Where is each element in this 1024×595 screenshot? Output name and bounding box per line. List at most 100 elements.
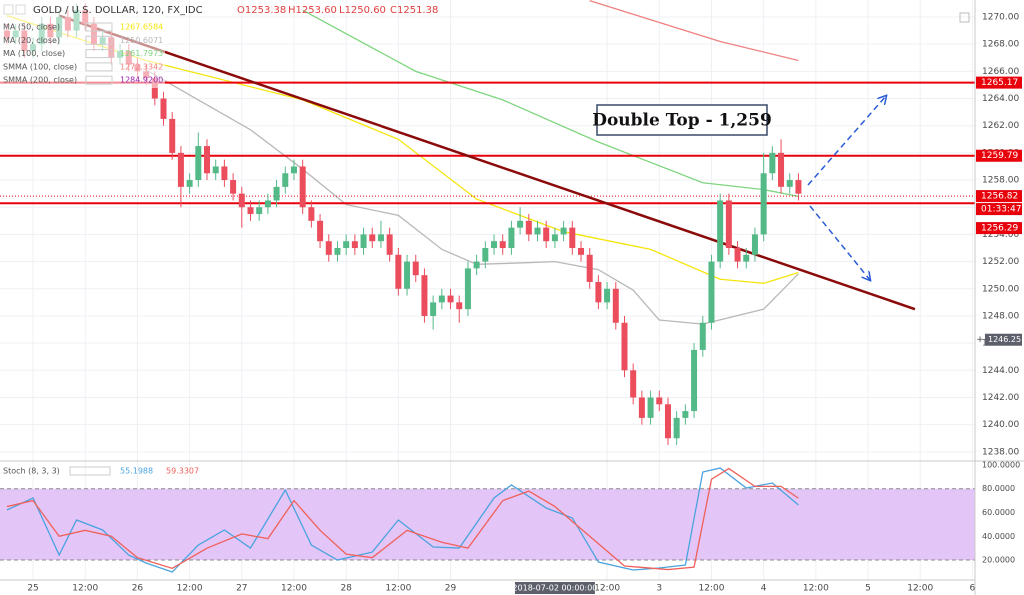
candle-body [377,234,384,242]
x-tick-label: 27 [236,584,247,594]
y-tick-label: 1248.00 [982,311,1019,321]
candle-body [769,152,776,174]
ma-line [145,69,799,325]
y-tick-label: 40.0000 [982,532,1015,541]
y-tick-label: 1270.00 [982,12,1019,22]
candle-body [630,370,637,398]
candle-body [778,152,785,187]
y-tick-label: 1252.00 [982,257,1019,267]
legend-entry: MA (50, close) [3,23,60,32]
candle-body [508,227,515,249]
y-tick-label: 60.0000 [982,508,1015,517]
chart-title: GOLD / U.S. DOLLAR, 120, FX_IDC [33,5,203,16]
x-tick-label: 3 [656,584,662,594]
price-tag [976,190,1022,203]
legend-value: 1284.9200 [120,76,163,85]
candle-body [177,152,184,187]
ohlc-value: H1253.60 [288,5,337,16]
y-tick-label: 1240.00 [982,420,1019,430]
candle-body [708,261,715,323]
legend-icons [85,35,113,45]
legend-value: 59.3307 [166,467,199,476]
candle-body [595,281,602,303]
y-tick-label: 1262.00 [982,121,1019,131]
candle-body [604,288,611,303]
candle-body [717,200,724,262]
x-tick-label: 26 [132,584,144,594]
stoch-line [6,467,799,571]
candle-body [386,234,393,255]
candle-body [577,248,584,255]
candle-body [734,248,741,262]
countdown-tag [976,203,1022,216]
legend-icons [69,466,111,476]
legend-value: 1272.3342 [120,62,163,71]
candle-body [247,207,254,215]
ohlc-value: L1250.60 [339,5,386,16]
candle-body [760,173,767,235]
candle-body [160,98,167,119]
candle-body [151,78,158,99]
y-tick-label: 1244.00 [982,366,1019,376]
candle-body [412,261,419,276]
candle-body [438,295,445,303]
x-tick-label: 5 [865,584,871,594]
candle-body [491,241,498,249]
countdown: 01:33:47 [981,205,1021,215]
y-tick-label: 1264.00 [982,94,1019,104]
candle-body [238,193,245,208]
legend-value: 1250.6071 [120,36,163,45]
y-tick-label: 1254.00 [982,230,1019,240]
crosshair-x-label: 2018-07-02 00:00:00 [512,584,597,593]
legend-icons [85,75,113,85]
candle-body [664,404,671,439]
candle-body [682,411,689,418]
candle-body [751,234,758,255]
trend-line [58,14,916,311]
legend-entry: MA (20, close) [3,36,60,45]
candle-body [786,180,793,187]
candle-body [212,166,219,174]
candle-body [560,227,567,235]
candle-body [282,173,289,187]
x-tick-label: 6 [970,584,976,594]
candle-body [308,207,315,221]
legend-value: 1261.7973 [120,49,163,58]
candle-body [699,322,706,350]
candle-body [586,254,593,282]
legend-layer: GOLD / U.S. DOLLAR, 120, FX_IDC O1253.38 H… [0,0,438,476]
y-tick-label: 1266.00 [982,67,1019,77]
legend-icons [85,22,113,32]
y-tick-label: 1268.00 [982,40,1019,50]
legend-bg [0,0,165,88]
candle-body [430,302,437,316]
annotation-box [596,104,768,136]
x-tick-label: 12:00 [177,584,203,594]
candle-body [464,268,471,310]
candle-body [290,166,297,174]
candle-body [795,180,802,194]
candle-body [656,397,663,405]
candle-body [195,146,202,181]
candle-body [517,220,524,228]
legend-entry: SMMA (100, close) [3,62,77,71]
legend-value: 55.1988 [120,467,153,476]
candle-body [638,397,645,418]
y-tick-label: 1250.00 [982,284,1019,294]
candle-body [273,186,280,201]
x-tick-label: 12:00 [72,584,98,594]
x-tick-label: 25 [27,584,38,594]
candle-body [621,322,628,371]
candle-body [569,227,576,249]
crosshair-y-label: 1246.25 [988,335,1021,344]
candle-body [264,200,271,208]
legend-value: 1267.6584 [120,23,163,32]
axis-layer: 1238.001240.001242.001244.001246.001248.… [27,12,1022,594]
candle-body [360,234,367,249]
x-tick-label: 4 [761,584,767,594]
candle-body [673,417,680,439]
crosshair-x-tag [514,582,595,594]
down-arrow [809,205,870,280]
candle-body [204,146,211,174]
